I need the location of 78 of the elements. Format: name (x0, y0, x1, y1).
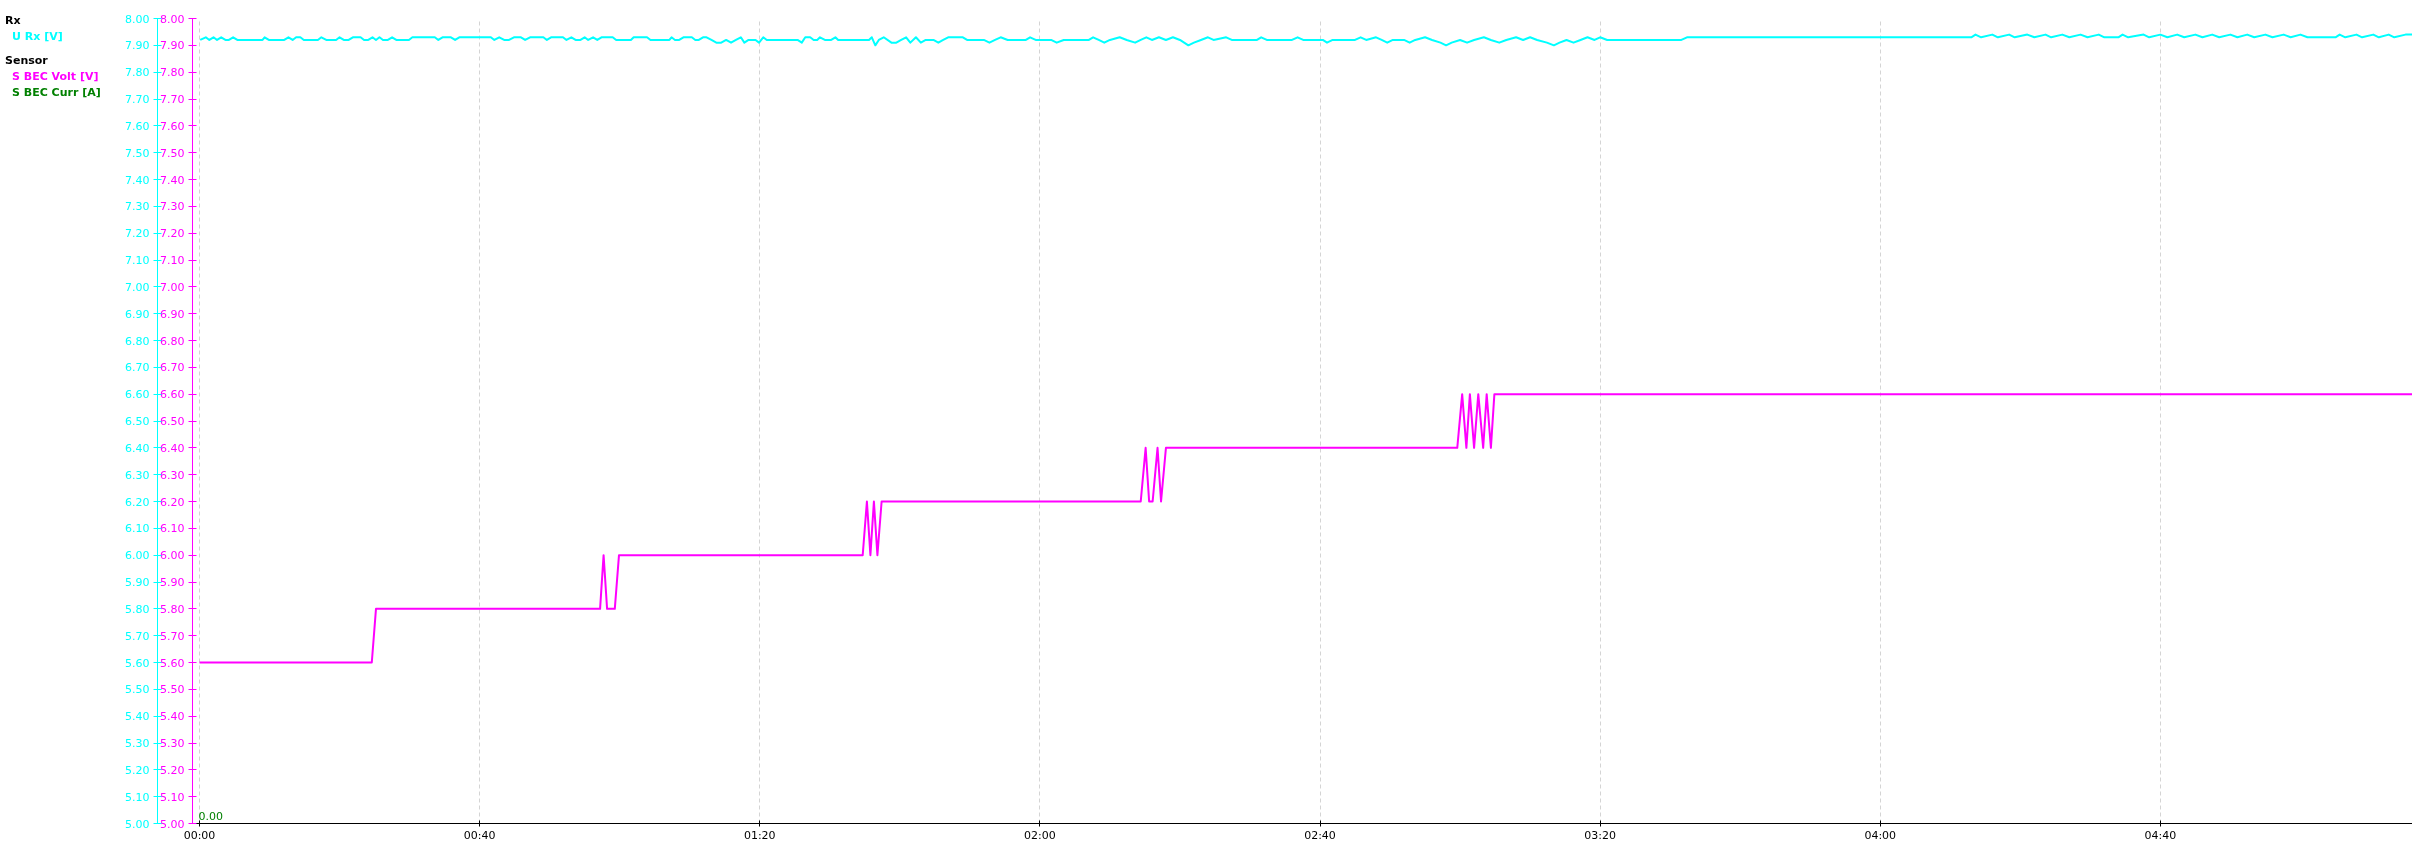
y-tick-label: 6.70 (125, 361, 150, 375)
y2-tick-label: 7.30 (160, 200, 185, 214)
x-tick-label: 04:00 (1864, 828, 1897, 842)
x-tick-label: 02:00 (1024, 828, 1056, 842)
y-tick-label: 6.80 (125, 334, 150, 348)
y-tick-label: 5.80 (125, 602, 150, 616)
text: Rx (5, 13, 22, 29)
y2-tick-label: 8.00 (160, 12, 185, 26)
x-tick-label: 04:40 (2144, 828, 2177, 842)
y2-tick-label: 5.80 (160, 602, 185, 616)
y2-tick-label: 5.90 (160, 576, 185, 589)
y2-tick-label: 6.30 (160, 468, 185, 482)
y2-tick-label: 6.90 (160, 307, 185, 321)
y2-tick-label: 7.90 (160, 39, 185, 53)
y2-tick-label: 7.00 (160, 280, 185, 294)
y-tick-label: 7.10 (125, 254, 150, 267)
y2-tick-label: 5.40 (160, 710, 185, 724)
y2-tick-label: 5.60 (160, 656, 185, 670)
y-tick-label: 7.80 (125, 66, 150, 80)
y-tick-label: 5.20 (125, 763, 150, 777)
y-tick-label: 5.30 (125, 737, 150, 750)
y2-tick-label: 5.70 (160, 629, 185, 643)
x-tick-label: 02:40 (1304, 828, 1336, 842)
y-tick-label: 7.50 (125, 146, 150, 160)
y-tick-label: 6.00 (125, 549, 150, 563)
legend-label: S BEC Curr [A] (11, 85, 101, 101)
y-tick-label: 7.20 (125, 227, 150, 241)
y2-tick-label: 5.50 (160, 683, 185, 697)
y-tick-label: 7.00 (125, 280, 150, 294)
y-tick-label: 5.50 (125, 683, 150, 697)
line-series (198, 393, 2412, 664)
y-tick-label: 5.40 (125, 710, 150, 724)
y2-tick-label: 7.60 (160, 119, 185, 133)
y-tick-label: 5.90 (125, 576, 150, 589)
x-tick-label: 03:20 (1584, 828, 1616, 842)
y2-tick-label: 5.20 (160, 763, 185, 777)
y2-tick-label: 6.80 (160, 334, 185, 348)
y2-tick-label: 7.70 (160, 93, 185, 106)
y2-tick-label: 5.00 (160, 817, 185, 831)
y-tick-label: 6.60 (125, 388, 150, 402)
y-tick-label: 7.70 (125, 93, 150, 106)
y-tick-label: 6.50 (125, 415, 150, 428)
y2-tick-label: 6.40 (160, 441, 185, 455)
y2-tick-label: 7.50 (160, 146, 185, 160)
y2-tick-label: 5.30 (160, 737, 185, 750)
x-tick-label: 00:40 (463, 828, 496, 842)
y-tick-label: 7.40 (125, 173, 150, 187)
y2-tick-label: 6.10 (160, 522, 185, 536)
y2-tick-label: 7.10 (160, 254, 185, 267)
y2-tick-label: 7.40 (160, 173, 185, 187)
text: Sensor (5, 53, 49, 69)
y2-tick-label: 6.60 (160, 388, 185, 402)
annotation: 0.00 (198, 809, 223, 823)
y-tick-label: 5.00 (125, 817, 150, 831)
y-tick-label: 5.70 (125, 629, 150, 643)
text: U Rx [V] (11, 29, 64, 45)
y-tick-label: 6.20 (125, 495, 150, 509)
y-tick-label: 6.10 (125, 522, 150, 536)
y2-tick-label: 6.20 (160, 495, 185, 509)
y-tick-label: 7.30 (125, 200, 150, 214)
y-tick-label: 6.30 (125, 468, 150, 482)
x-tick-label: 00:00 (183, 828, 216, 842)
x-tick-label: 01:20 (743, 828, 776, 842)
text: S BEC Volt [V] (11, 69, 100, 85)
y2-tick-label: 6.70 (160, 361, 185, 375)
y-tick-label: 7.90 (125, 39, 150, 53)
y2-tick-label: 5.10 (160, 790, 185, 804)
y2-tick-label: 7.20 (160, 227, 185, 241)
y-tick-label: 8.00 (125, 12, 150, 26)
y2-tick-label: 7.80 (160, 66, 185, 80)
y-tick-label: 5.60 (125, 656, 150, 670)
y-tick-label: 5.10 (125, 790, 150, 804)
y-tick-label: 6.90 (125, 307, 150, 321)
y2-tick-label: 6.00 (160, 549, 185, 563)
y-tick-label: 7.60 (125, 119, 150, 133)
y2-tick-label: 6.50 (160, 415, 185, 428)
y-tick-label: 6.40 (125, 441, 150, 455)
line-series (199, 33, 2412, 47)
